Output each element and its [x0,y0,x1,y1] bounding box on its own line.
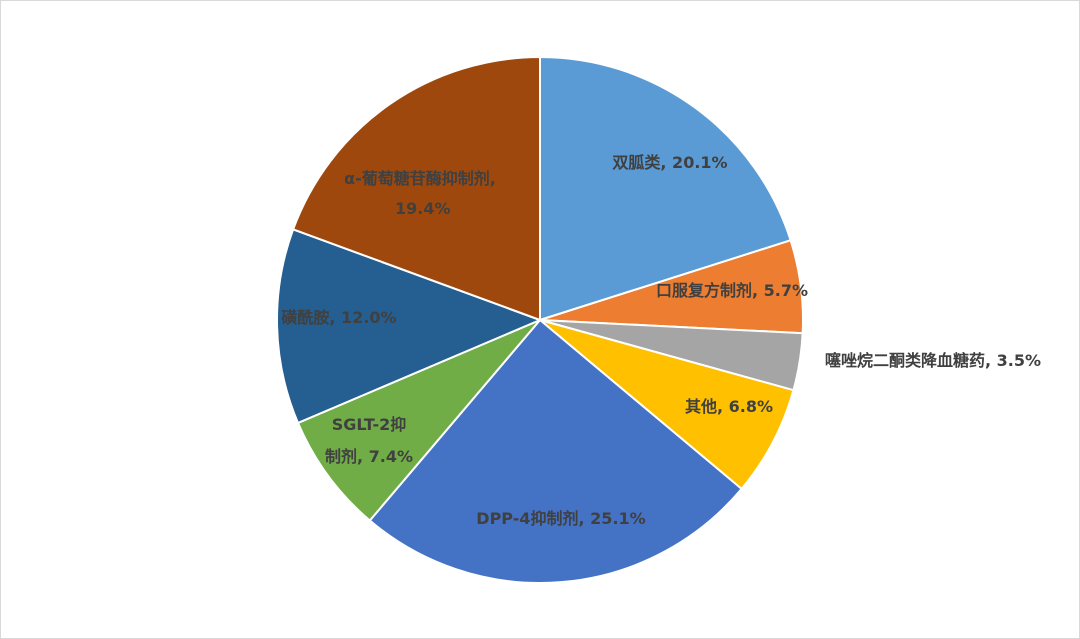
slice-label-7: α-葡萄糖苷酶抑制剂, 19.4% [344,169,496,218]
slice-label-4: DPP-4抑制剂, 25.1% [476,509,645,528]
pie-slices [275,55,805,584]
slice-label-3: 其他, 6.8% [685,397,773,416]
slice-label-0: 双胍类, 20.1% [612,153,727,172]
pie-slice-0 [539,55,792,322]
pie-slice-3 [539,319,795,491]
pie-labels: 双胍类, 20.1% 口服复方制剂, 5.7% 噻唑烷二酮类降血糖药, 3.5% 其他… [281,153,1041,528]
pie-slice-4 [368,318,743,584]
slice-label-1: 口服复方制剂, 5.7% [656,281,808,300]
pie-slice-6 [275,228,543,425]
pie-slice-5 [296,319,541,522]
slice-label-5: SGLT-2抑制剂, 7.4% [325,415,413,466]
slice-label-6: 磺酰胺, 12.0% [281,308,396,327]
pie-slice-7 [291,55,541,322]
slice-label-2: 噻唑烷二酮类降血糖药, 3.5% [825,351,1041,370]
